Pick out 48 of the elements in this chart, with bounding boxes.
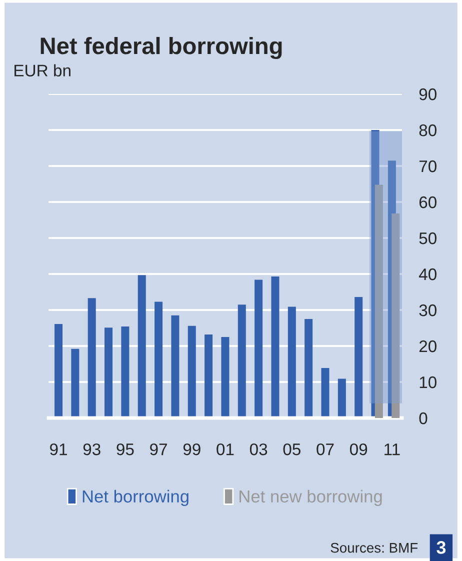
bar — [88, 298, 96, 418]
bar — [188, 326, 196, 418]
bar — [354, 297, 363, 418]
text: 3 — [436, 541, 446, 554]
y-tick-label: 0 — [419, 412, 428, 424]
bar — [204, 334, 213, 418]
x-tick-label: 91 — [50, 443, 67, 456]
x-tick-label: 95 — [116, 443, 134, 456]
y-tick-label: 60 — [419, 196, 436, 208]
x-tick-label: 11 — [384, 444, 400, 456]
x-tick-label: 03 — [250, 443, 268, 456]
y-tick-label: 30 — [419, 304, 436, 316]
chart-title: Net federal borrowing — [40, 36, 282, 60]
y-axis-title: EUR bn — [14, 64, 70, 76]
bar — [154, 302, 163, 418]
x-tick-label: 01 — [216, 443, 234, 456]
bar — [288, 306, 296, 418]
bar — [254, 280, 263, 418]
bar — [271, 276, 280, 418]
y-tick-label: 50 — [419, 232, 436, 244]
source-note: Sources: BMF — [330, 542, 418, 553]
bar — [374, 184, 383, 418]
x-tick-label: 05 — [283, 443, 300, 456]
x-tick-label: 93 — [83, 443, 100, 456]
legend-label: Net borrowing — [82, 490, 188, 506]
y-tick-label: 40 — [418, 268, 436, 280]
bar — [392, 214, 400, 418]
y-tick-label: 10 — [420, 376, 436, 388]
x-tick-label: 97 — [150, 443, 167, 456]
bar — [304, 319, 313, 418]
bar — [54, 324, 63, 418]
bar — [71, 348, 80, 418]
bar — [121, 326, 130, 418]
y-tick-label: 70 — [419, 160, 436, 172]
bar — [104, 328, 113, 418]
bar — [338, 378, 346, 418]
legend-label: Net new borrowing — [240, 490, 382, 506]
y-tick-label: 20 — [419, 340, 436, 352]
y-tick-label: 80 — [419, 124, 436, 136]
bar — [221, 337, 230, 418]
x-tick-label: 99 — [183, 443, 200, 456]
bar — [171, 315, 180, 418]
bar — [321, 368, 330, 418]
x-tick-label: 09 — [350, 443, 368, 456]
y-tick-label: 90 — [419, 88, 436, 100]
x-tick-label: 07 — [316, 443, 334, 456]
bar — [238, 304, 246, 418]
bar — [138, 275, 146, 418]
